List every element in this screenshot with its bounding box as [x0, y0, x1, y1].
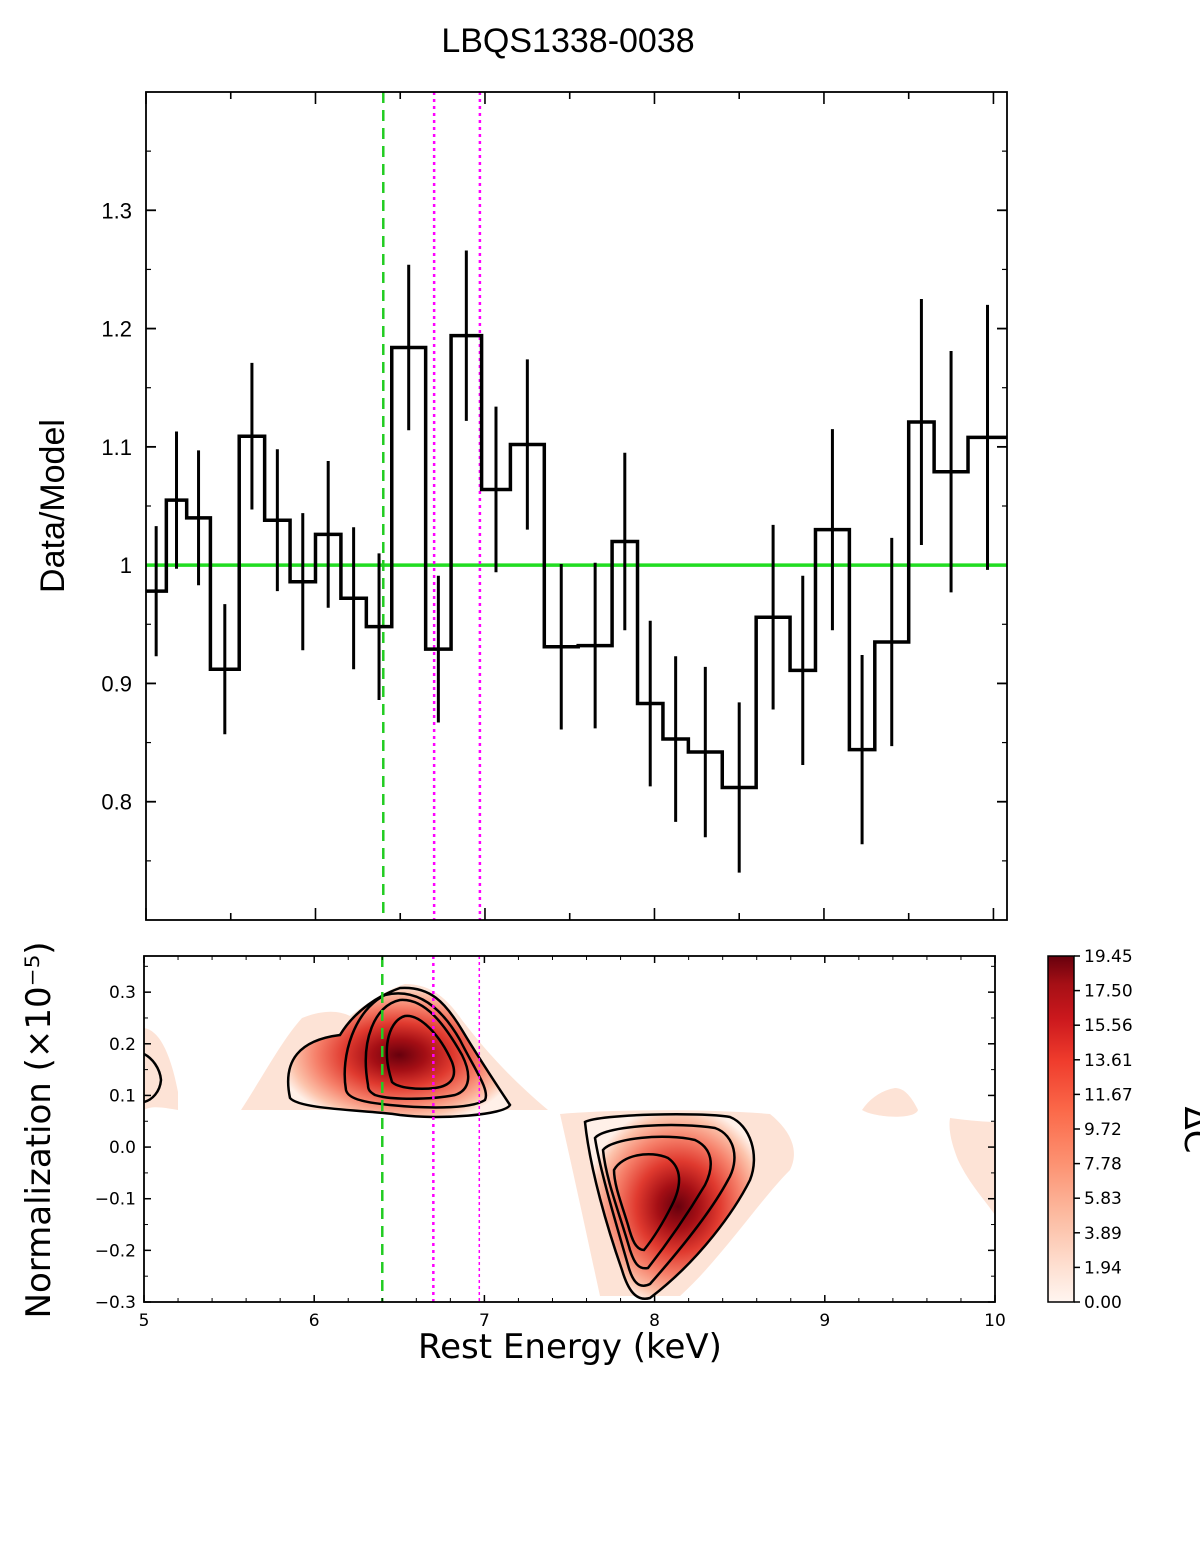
bottom-y-axis-label: Normalization (×10⁻⁵) [19, 942, 59, 1319]
faint-region-left [144, 1028, 178, 1110]
bottom-x-tick-label: 7 [479, 1311, 490, 1331]
bottom-x-tick-label: 8 [649, 1311, 660, 1331]
delta-c-heatmap [144, 956, 995, 1302]
colorbar-tick-label: 19.45 [1084, 947, 1133, 967]
bottom-y-tick-label: 0.3 [109, 983, 136, 1003]
top-y-tick-label: 0.8 [101, 790, 132, 815]
left-edge-contour [144, 1052, 163, 1104]
colorbar-tick-label: 1.94 [1084, 1258, 1122, 1278]
colorbar-tick-label: 9.72 [1084, 1120, 1122, 1140]
bottom-y-ticks: −0.3 −0.2 −0.1 0.0 0.1 0.2 0.3 [95, 965, 995, 1313]
top-y-tick-label: 1.1 [101, 435, 132, 460]
top-plot-area [146, 92, 1007, 920]
bottom-x-tick-label: 10 [984, 1311, 1006, 1331]
bottom-x-tick-label: 6 [309, 1311, 320, 1331]
upper-contours [286, 986, 512, 1119]
chart-title: LBQS1338-0038 [441, 22, 694, 60]
error-bars [154, 250, 990, 873]
bottom-x-axis-label: Rest Energy (keV) [418, 1327, 722, 1367]
colorbar-tick-label: 15.56 [1084, 1016, 1133, 1036]
faint-region-right-edge [949, 1118, 995, 1215]
colorbar-tick-label: 13.61 [1084, 1051, 1133, 1071]
faint-region-right-small [862, 1088, 918, 1117]
bottom-y-tick-label: −0.2 [95, 1241, 136, 1261]
bottom-x-tick-label: 9 [819, 1311, 830, 1331]
colorbar-tick-label: 0.00 [1084, 1293, 1122, 1313]
colorbar-tick-label: 17.50 [1084, 982, 1133, 1002]
data-model-step-line [146, 333, 1007, 790]
colorbar-tick-label: 7.78 [1084, 1155, 1122, 1175]
bottom-plot-frame [143, 955, 996, 1303]
bottom-x-tick-label: 5 [139, 1311, 150, 1331]
colorbar-ticks: 0.00 1.94 3.89 5.83 7.78 9.72 11.67 13.61 15.56 1… [1074, 947, 1133, 1313]
top-y-tick-label: 1.3 [101, 198, 132, 223]
colorbar-tick-label: 3.89 [1084, 1224, 1122, 1244]
top-x-minor-ticks [145, 92, 995, 920]
bottom-y-tick-label: 0.0 [109, 1138, 136, 1158]
lower-contours [583, 1113, 756, 1301]
top-y-tick-label: 1.2 [101, 317, 132, 342]
top-plot-frame [145, 91, 1008, 921]
top-y-ticks: 0.8 0.9 1 1.1 1.2 1.3 [101, 150, 1007, 862]
bottom-x-ticks: 5 6 7 8 9 10 [139, 956, 1006, 1331]
top-y-tick-label: 1 [120, 553, 132, 578]
top-y-axis-label: Data/Model [34, 419, 72, 593]
colorbar-tick-label: 5.83 [1084, 1189, 1122, 1209]
colorbar [1047, 955, 1075, 1303]
bottom-y-tick-label: −0.3 [95, 1293, 136, 1313]
bottom-y-tick-label: 0.1 [109, 1086, 136, 1106]
colorbar-label: ΔC [1176, 1107, 1200, 1154]
bottom-y-tick-label: −0.1 [95, 1190, 136, 1210]
colorbar-tick-label: 11.67 [1084, 1085, 1133, 1105]
top-y-tick-label: 0.9 [101, 671, 132, 696]
bottom-y-tick-label: 0.2 [109, 1035, 136, 1055]
